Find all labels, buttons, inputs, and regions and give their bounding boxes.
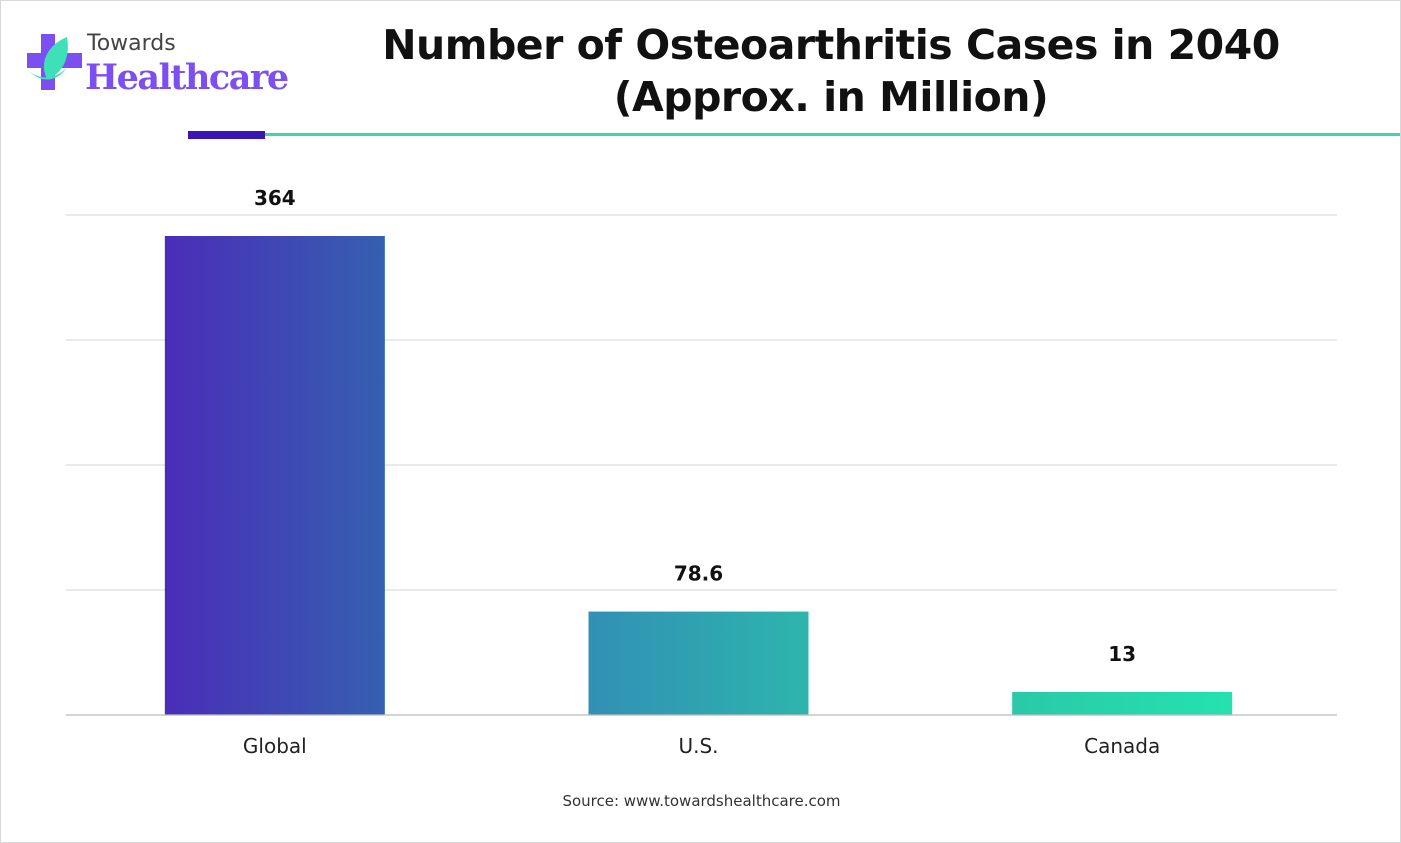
data-label: 13 — [1108, 642, 1136, 666]
title-underline — [265, 133, 1400, 136]
x-tick-label: Global — [243, 734, 307, 758]
title-line-2: (Approx. in Million) — [613, 73, 1049, 121]
cross-leaf-icon — [27, 34, 82, 90]
data-label: 364 — [254, 186, 296, 210]
chart-title: Number of Osteoarthritis Cases in 2040 (… — [381, 19, 1281, 123]
title-underline-accent — [188, 131, 265, 139]
logo-towards-text: Towards — [87, 31, 176, 56]
bar-us — [588, 611, 809, 715]
x-tick-label: Canada — [1084, 734, 1160, 758]
logo-healthcare-text: Healthcare — [85, 57, 289, 98]
towards-healthcare-logo: Towards Healthcare — [27, 31, 289, 101]
data-label: 78.6 — [674, 562, 723, 586]
x-tick-label: U.S. — [678, 734, 718, 758]
title-line-1: Number of Osteoarthritis Cases in 2040 — [382, 21, 1280, 69]
source-note: Source: www.towardshealthcare.com — [562, 792, 841, 810]
bar-global — [164, 236, 385, 715]
bar-canada — [1012, 692, 1233, 715]
